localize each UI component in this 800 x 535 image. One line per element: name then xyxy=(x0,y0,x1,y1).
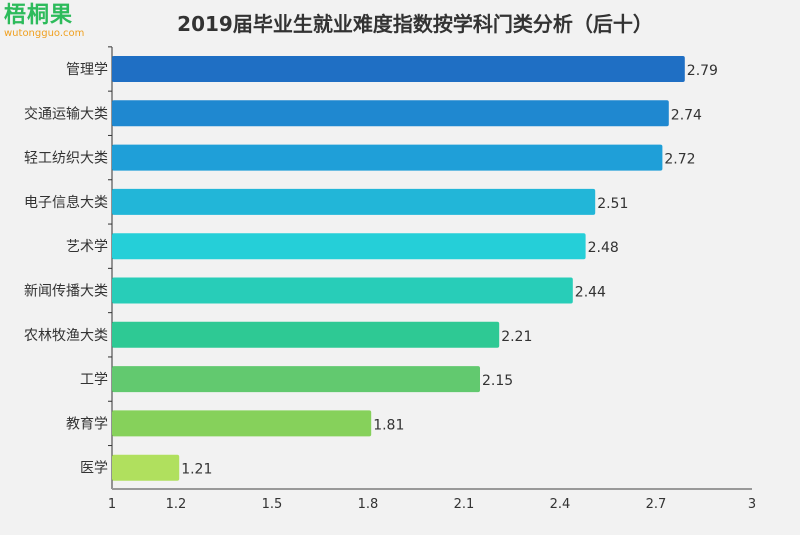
x-tick-label: 1.5 xyxy=(262,497,283,512)
category-label: 教育学 xyxy=(66,416,108,432)
category-label: 医学 xyxy=(80,461,108,477)
bar xyxy=(112,188,596,215)
data-label: 2.15 xyxy=(482,373,513,389)
data-label: 2.44 xyxy=(575,285,606,301)
category-label: 交通运输大类 xyxy=(24,105,108,122)
x-tick-label: 1.8 xyxy=(358,497,379,512)
bar xyxy=(112,144,663,171)
x-tick-label: 1.2 xyxy=(166,497,187,512)
bar xyxy=(112,454,180,481)
x-tick-label: 2.7 xyxy=(646,497,667,512)
data-label: 2.72 xyxy=(664,152,695,168)
bar xyxy=(112,321,500,348)
bar xyxy=(112,56,685,82)
bar xyxy=(112,277,573,304)
data-label: 2.79 xyxy=(687,63,718,79)
category-label: 艺术学 xyxy=(66,239,108,255)
data-label: 1.81 xyxy=(373,417,404,433)
category-label: 农林牧渔大类 xyxy=(24,328,108,344)
category-label: 工学 xyxy=(80,372,108,388)
x-tick-label: 2.1 xyxy=(454,497,475,512)
data-label: 2.51 xyxy=(597,196,628,212)
bar xyxy=(112,233,586,260)
bar xyxy=(112,410,372,437)
logo: 梧桐果 wutongguo.com xyxy=(4,3,85,40)
data-label: 2.48 xyxy=(588,240,619,256)
x-tick-label: 1 xyxy=(108,497,116,512)
data-label: 2.74 xyxy=(671,107,702,123)
bar xyxy=(112,100,669,127)
category-label: 管理学 xyxy=(66,62,108,78)
x-tick-label: 2.4 xyxy=(550,497,571,512)
logo-domain: wutongguo.com xyxy=(4,28,85,39)
logo-name: 梧桐果 xyxy=(4,3,74,28)
category-label: 轻工纺织大类 xyxy=(24,151,108,167)
data-label: 1.21 xyxy=(181,462,212,478)
category-label: 电子信息大类 xyxy=(24,194,108,211)
x-tick-label: 3 xyxy=(748,497,756,512)
chart-title: 2019届毕业生就业难度指数按学科门类分析（后十） xyxy=(177,12,653,36)
category-label: 新闻传播大类 xyxy=(24,284,108,300)
bar xyxy=(112,366,480,393)
data-label: 2.21 xyxy=(501,329,532,345)
